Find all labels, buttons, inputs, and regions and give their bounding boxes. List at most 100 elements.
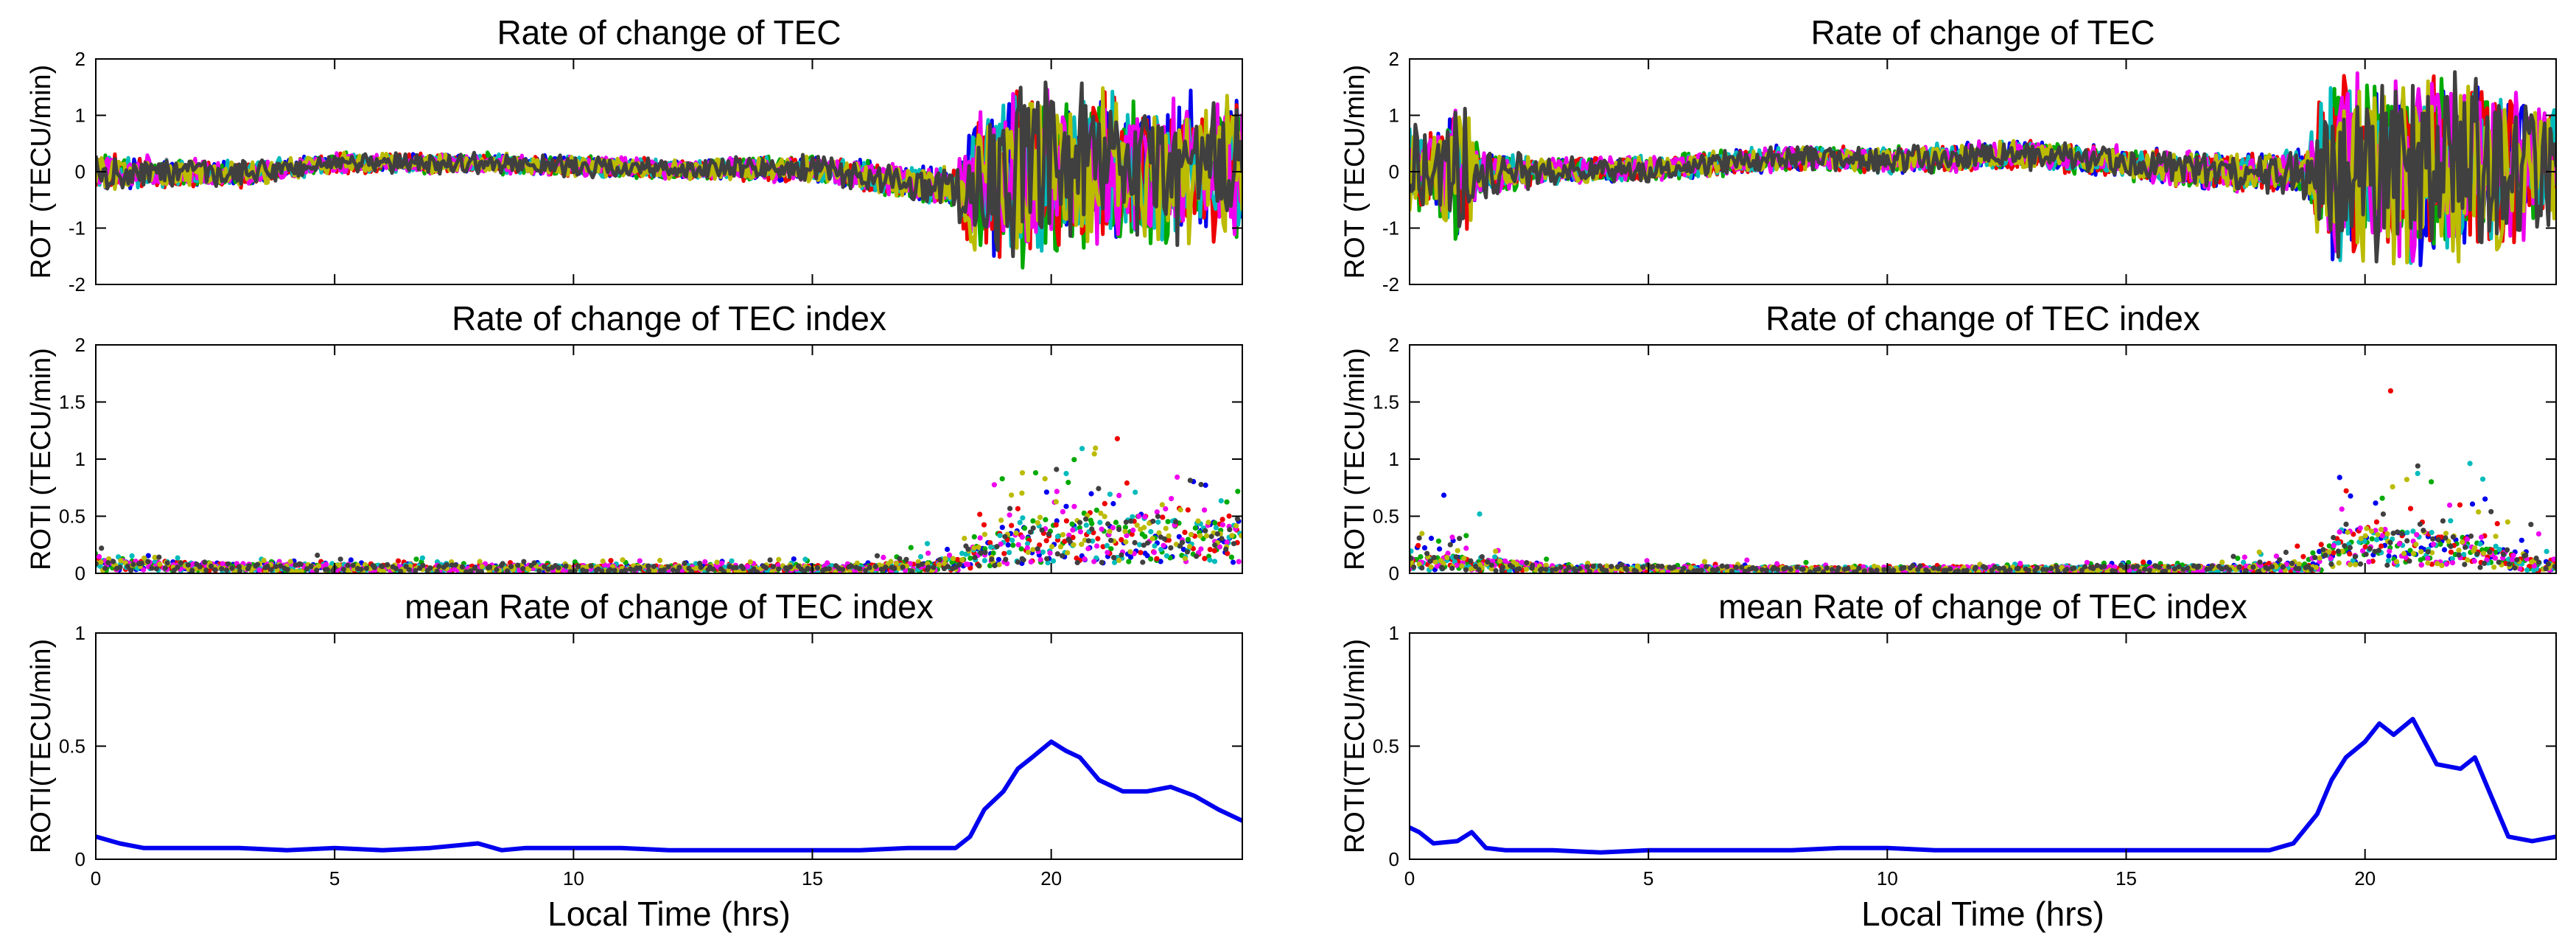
roti-point bbox=[398, 568, 404, 573]
roti-point bbox=[1091, 451, 1097, 457]
roti-point bbox=[2425, 560, 2431, 566]
roti-point bbox=[254, 562, 260, 567]
roti-point bbox=[2510, 553, 2516, 559]
roti-point bbox=[1071, 457, 1077, 463]
y-tick-label: 0.5 bbox=[1373, 506, 1399, 528]
roti-point bbox=[1166, 533, 1172, 539]
chart-title: mean Rate of change of TEC index bbox=[405, 587, 934, 626]
roti-point bbox=[1910, 563, 1916, 569]
y-axis-label: ROTI (TECU/min) bbox=[1340, 348, 1371, 570]
roti-point bbox=[1519, 559, 1525, 565]
roti-point bbox=[2312, 555, 2318, 561]
roti-series-7 bbox=[1410, 463, 2556, 573]
y-axis-label: ROTI (TECU/min) bbox=[26, 348, 57, 570]
roti-point bbox=[1063, 471, 1069, 477]
roti-point bbox=[1502, 558, 1508, 564]
roti-point bbox=[992, 562, 998, 569]
mean-roti-line bbox=[96, 739, 1242, 853]
roti-point bbox=[965, 562, 971, 567]
roti-point bbox=[152, 554, 158, 561]
y-tick-label: 1.5 bbox=[1373, 391, 1399, 413]
roti-point bbox=[1829, 567, 1835, 573]
roti-point bbox=[149, 565, 155, 571]
roti-point bbox=[278, 563, 284, 569]
roti-point bbox=[1224, 539, 1230, 545]
roti-point bbox=[2401, 550, 2407, 556]
y-tick-label: 1 bbox=[1389, 448, 1399, 470]
y-tick-label: 2 bbox=[75, 334, 85, 356]
roti-point bbox=[971, 545, 977, 551]
roti-point bbox=[130, 562, 136, 567]
y-axis-label: ROT (TECU/min) bbox=[26, 65, 57, 279]
roti-point bbox=[1543, 567, 1549, 573]
roti-point bbox=[1539, 566, 1544, 572]
roti-point bbox=[1640, 564, 1646, 570]
roti-point bbox=[1659, 563, 1665, 570]
roti-point bbox=[1820, 569, 1827, 573]
roti-point bbox=[1163, 525, 1169, 531]
roti-point bbox=[833, 569, 839, 573]
roti-point bbox=[1054, 518, 1060, 524]
roti-point bbox=[1729, 568, 1735, 573]
roti-point bbox=[2146, 559, 2152, 566]
roti-point bbox=[1043, 517, 1049, 522]
y-tick-label: 1 bbox=[75, 105, 85, 127]
roti-point bbox=[981, 531, 987, 537]
roti-point bbox=[1419, 531, 1425, 536]
roti-point bbox=[526, 566, 532, 573]
roti-point bbox=[1161, 542, 1166, 548]
roti-point bbox=[2449, 556, 2455, 562]
roti-point bbox=[2337, 529, 2342, 535]
roti-point bbox=[1186, 544, 1192, 550]
roti-point bbox=[2126, 559, 2132, 566]
roti-point bbox=[1207, 547, 1213, 553]
roti-point bbox=[1123, 539, 1129, 545]
roti-point bbox=[1100, 544, 1106, 550]
roti-point bbox=[2146, 567, 2152, 573]
roti-point bbox=[1142, 534, 1148, 539]
roti-point bbox=[754, 569, 760, 573]
roti-point bbox=[995, 556, 1001, 562]
roti-point bbox=[2379, 543, 2384, 549]
roti-point bbox=[623, 567, 629, 573]
roti-point bbox=[2429, 550, 2435, 556]
roti-point bbox=[1441, 492, 1447, 498]
roti-point bbox=[1198, 546, 1204, 552]
roti-point bbox=[2448, 543, 2454, 550]
roti-point bbox=[2163, 568, 2169, 573]
roti-point bbox=[1869, 569, 1875, 573]
x-tick-label: 20 bbox=[1040, 867, 1062, 889]
roti-point bbox=[1027, 529, 1034, 535]
roti-point bbox=[2410, 528, 2416, 534]
roti-point bbox=[1925, 569, 1931, 573]
chart-title: Rate of change of TEC bbox=[497, 13, 841, 52]
roti-point bbox=[1955, 568, 1961, 573]
roti-point bbox=[2241, 559, 2247, 565]
roti-point bbox=[1030, 547, 1036, 553]
roti-point bbox=[419, 555, 426, 561]
roti-point bbox=[892, 565, 897, 572]
roti-point bbox=[1497, 558, 1503, 564]
roti-point bbox=[682, 560, 687, 566]
roti-point bbox=[1449, 534, 1455, 540]
roti-point bbox=[2407, 506, 2414, 511]
roti-point bbox=[287, 559, 293, 564]
y-tick-label: 1 bbox=[1389, 622, 1399, 644]
roti-point bbox=[737, 569, 743, 573]
roti-point bbox=[1158, 547, 1164, 553]
roti-point bbox=[197, 564, 203, 570]
x-tick-label: 10 bbox=[563, 867, 584, 889]
roti-point bbox=[825, 560, 830, 566]
x-axis-label: Local Time (hrs) bbox=[1861, 895, 2104, 933]
roti-point bbox=[2471, 558, 2477, 564]
chart-title: Rate of change of TEC index bbox=[1765, 299, 2200, 338]
roti-point bbox=[947, 552, 953, 559]
roti-point bbox=[637, 558, 643, 564]
roti-point bbox=[1047, 550, 1053, 556]
roti-point bbox=[1085, 538, 1091, 544]
roti-point bbox=[1142, 514, 1148, 520]
roti-point bbox=[702, 559, 708, 565]
roti-point bbox=[1021, 557, 1026, 563]
roti-point bbox=[1071, 542, 1077, 548]
roti-point bbox=[1161, 536, 1167, 542]
